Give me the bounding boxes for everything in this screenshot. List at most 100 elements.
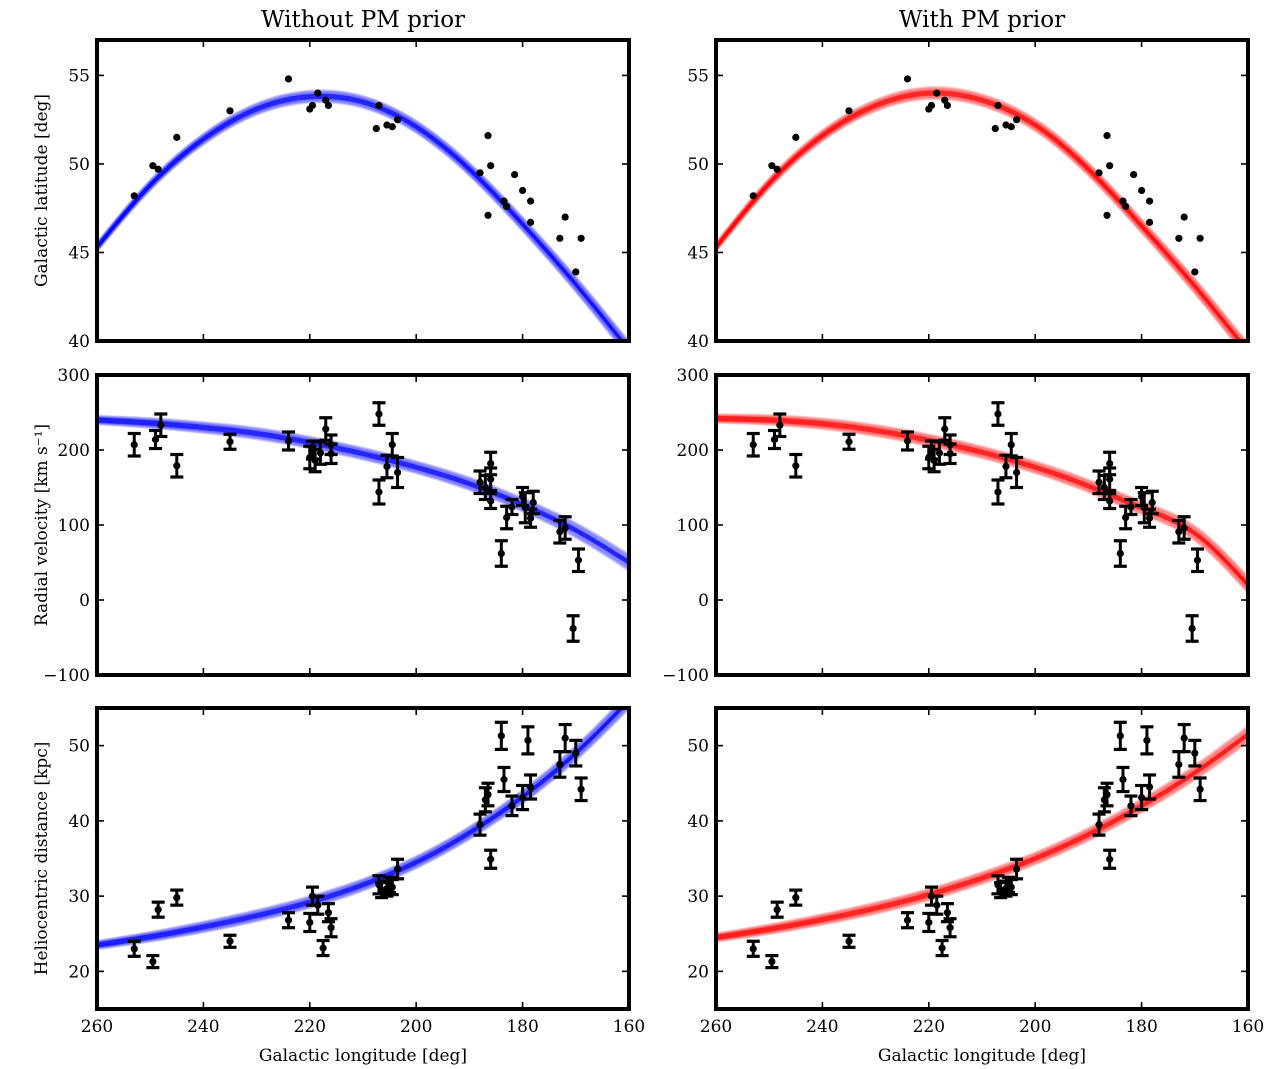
data-point <box>1191 749 1199 757</box>
model-sample-curve <box>716 414 1248 582</box>
data-point <box>768 957 776 966</box>
y-tick-label: 30 <box>68 887 90 907</box>
plot-area <box>97 75 629 341</box>
panel-2: 40 45 50 55 <box>687 38 1250 352</box>
data-point <box>556 760 564 769</box>
plot-area <box>97 401 629 643</box>
model-sample-curve <box>716 420 1248 594</box>
data-point <box>284 75 293 83</box>
model-sample-curve <box>716 416 1248 585</box>
y-tick-label: 20 <box>687 962 709 982</box>
y-tick-label: 100 <box>677 516 709 536</box>
model-core-curve <box>97 708 623 946</box>
data-point <box>1180 213 1188 221</box>
data-point <box>1148 498 1156 507</box>
data-point <box>943 101 952 110</box>
data-point <box>1002 462 1010 471</box>
model-sample-curve <box>97 419 629 566</box>
data-point <box>311 456 319 465</box>
y-tick-label: 300 <box>677 366 709 386</box>
model-sample-curve <box>97 416 629 561</box>
data-point <box>319 944 327 952</box>
data-point <box>388 123 396 131</box>
panel-4: −100 0 100 200 300 <box>662 366 1250 686</box>
data-point <box>327 441 335 449</box>
axes-frame <box>714 38 1250 343</box>
data-point <box>1122 202 1130 211</box>
axes-frame <box>714 706 1250 1011</box>
data-point <box>938 944 946 952</box>
model-sample-curve <box>716 92 1241 341</box>
data-point <box>526 218 535 226</box>
y-tick-label: 45 <box>68 243 90 263</box>
data-point <box>569 624 577 633</box>
data-point <box>991 124 999 133</box>
y-tick-label: 50 <box>68 155 90 175</box>
model-sample-curve <box>716 727 1248 937</box>
model-core-curve <box>97 418 629 562</box>
model-sample-curve <box>716 739 1248 943</box>
column-title-left: Without PM prior <box>261 7 465 33</box>
data-point <box>173 133 181 141</box>
model-sample-curve <box>716 91 1242 341</box>
data-point <box>1119 197 1127 205</box>
model-sample-curve <box>97 418 629 564</box>
model-sample-curve <box>716 87 1246 341</box>
model-sample-curve <box>97 93 625 341</box>
data-point <box>933 901 941 909</box>
y-tick-label: 200 <box>58 441 90 461</box>
model-core-curve <box>716 736 1248 941</box>
model-sample-curve <box>97 422 629 572</box>
panel-5: 260 240 220 200 180 160 20 30 40 50 Heliocentric d… <box>32 706 645 1066</box>
data-point <box>903 75 912 83</box>
data-point <box>519 186 527 195</box>
data-point <box>1175 760 1183 769</box>
data-point <box>1191 268 1199 276</box>
data-point <box>845 937 853 945</box>
data-point <box>1106 459 1114 468</box>
model-core-curve <box>716 91 1242 341</box>
model-sample-curve <box>97 99 620 341</box>
data-point <box>173 894 181 902</box>
y-tick-label: −100 <box>43 666 90 686</box>
model-sample-curve <box>716 87 1247 341</box>
model-sample-curve <box>97 91 628 341</box>
model-sample-curve <box>97 708 624 947</box>
data-point <box>316 449 325 457</box>
data-point <box>226 937 234 945</box>
data-point <box>149 957 157 966</box>
model-core-curve <box>97 708 621 944</box>
model-sample-curve <box>716 96 1237 341</box>
model-sample-curve <box>716 86 1248 341</box>
y-tick-label: −100 <box>662 666 709 686</box>
model-core-curve <box>97 420 629 564</box>
data-point <box>226 438 234 446</box>
data-point <box>388 883 396 891</box>
model-sample-curve <box>716 92 1241 341</box>
model-sample-curve <box>97 90 629 341</box>
model-core-curve <box>97 708 625 948</box>
data-point <box>845 107 853 115</box>
data-point <box>154 165 162 173</box>
data-point <box>933 89 941 97</box>
y-tick-label: 50 <box>68 737 90 757</box>
model-core-curve <box>716 418 1248 587</box>
model-sample-curve <box>716 419 1248 593</box>
model-core-curve <box>716 92 1241 341</box>
data-point <box>314 89 322 97</box>
model-sample-curve <box>97 93 626 341</box>
model-sample-curve <box>97 417 629 562</box>
model-sample-curve <box>97 708 617 943</box>
model-sample-curve <box>716 736 1248 941</box>
data-point <box>1103 211 1111 219</box>
model-sample-curve <box>716 93 1240 341</box>
model-core-curve <box>97 708 623 947</box>
model-core-curve <box>716 419 1248 587</box>
model-sample-curve <box>716 90 1243 341</box>
data-point <box>773 165 781 173</box>
model-sample-curve <box>97 708 629 951</box>
model-sample-curve <box>97 98 621 341</box>
model-sample-curve <box>97 708 627 948</box>
model-sample-curve <box>716 413 1248 580</box>
model-sample-curve <box>716 725 1248 936</box>
